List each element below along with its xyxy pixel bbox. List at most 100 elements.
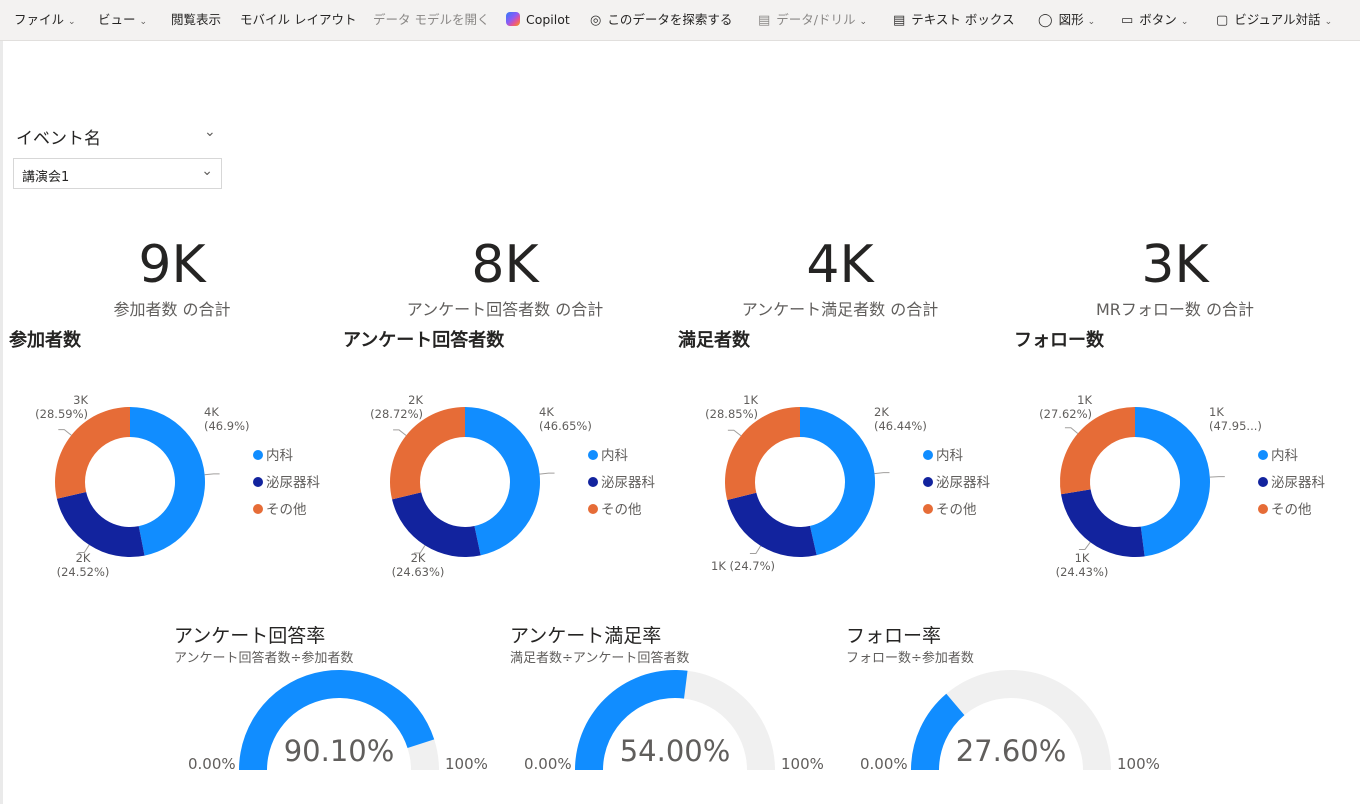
gauge-min-label: 0.00% (188, 755, 236, 773)
donut-slice-other[interactable] (390, 407, 465, 500)
donut-slice-hinyoki[interactable] (1061, 489, 1145, 557)
buttons-menu[interactable]: ▭ ボタン ⌄ (1121, 0, 1188, 40)
data-label: 2K (24.63%) (383, 551, 453, 579)
donut-slice-hinyoki[interactable] (56, 492, 145, 557)
copilot-button[interactable]: Copilot (506, 0, 570, 40)
legend-dot (1258, 450, 1268, 460)
legend-dot (923, 504, 933, 514)
donut-slice-other[interactable] (1060, 407, 1135, 495)
donut-chart-participants[interactable] (55, 407, 220, 557)
donut-slice-naika[interactable] (800, 407, 875, 556)
data-label-percent: (24.63%) (391, 565, 445, 579)
gauge-response-rate[interactable] (238, 668, 440, 772)
data-label: 1K (28.85%) (698, 393, 758, 421)
legend-item[interactable]: 内科 (923, 446, 990, 473)
canvas-left-border (0, 41, 3, 804)
open-data-model-label: データ モデルを開く (373, 12, 490, 27)
legend-item[interactable]: 泌尿器科 (253, 473, 320, 500)
legend-item[interactable]: 内科 (588, 446, 655, 473)
gauge-subtitle: フォロー数÷参加者数 (846, 651, 974, 666)
donut-slice-other[interactable] (725, 407, 800, 500)
donut-slice-hinyoki[interactable] (392, 492, 481, 557)
donut-slice-naika[interactable] (465, 407, 540, 556)
legend-item[interactable]: その他 (253, 500, 320, 527)
kpi-card-participants[interactable]: 9K 参加者数 の合計 (12, 236, 332, 320)
open-data-model-button[interactable]: データ モデルを開く (373, 0, 489, 40)
legend-item[interactable]: その他 (588, 500, 655, 527)
mobile-layout-label: モバイル レイアウト (240, 12, 357, 27)
donut-slice-other[interactable] (55, 407, 130, 499)
donut-slice-naika[interactable] (1135, 407, 1210, 557)
data-label-value: 1K (743, 393, 758, 407)
chevron-down-icon: ⌄ (1324, 17, 1333, 27)
data-label-value: 2K (75, 551, 91, 565)
slicer-title: イベント名 (16, 129, 101, 149)
kpi-card-follow[interactable]: 3K MRフォロー数 の合計 (1015, 236, 1335, 320)
gauge-satisfaction-rate[interactable] (574, 668, 776, 772)
legend-label: 内科 (936, 448, 963, 464)
gauge-subtitle: 満足者数÷アンケート回答者数 (510, 651, 690, 666)
data-label: 1K (47.95...) (1209, 405, 1262, 433)
legend-item[interactable]: 内科 (253, 446, 320, 473)
gauge-follow-rate[interactable] (910, 668, 1112, 772)
gauge-title: アンケート回答率 (174, 625, 326, 647)
legend-dot (588, 450, 598, 460)
data-label-percent: (28.59%) (35, 407, 88, 421)
data-label-value: 1K (1077, 393, 1092, 407)
legend-dot (253, 504, 263, 514)
donut-chart-follow[interactable] (1060, 407, 1225, 557)
leader-line (749, 545, 762, 554)
data-label-value: 2K (874, 405, 889, 419)
legend-label: その他 (936, 502, 977, 518)
leader-line (727, 429, 742, 437)
donut-slice-naika[interactable] (130, 407, 206, 556)
leader-line (78, 544, 90, 553)
legend-item[interactable]: 内科 (1258, 446, 1325, 473)
data-label-value: 2K (408, 393, 423, 407)
copilot-icon (506, 12, 520, 26)
reading-view-button[interactable]: 閲覧表示 (171, 0, 221, 40)
legend-label: 内科 (601, 448, 628, 464)
data-label-percent: (28.85%) (705, 407, 758, 421)
legend-dot (1258, 504, 1268, 514)
mobile-layout-button[interactable]: モバイル レイアウト (240, 0, 356, 40)
chevron-down-icon: ⌄ (1087, 17, 1096, 27)
chart-legend: 内科 泌尿器科 その他 (1258, 446, 1325, 527)
legend-item[interactable]: その他 (923, 500, 990, 527)
shapes-menu[interactable]: ◯ 図形 ⌄ (1038, 0, 1095, 40)
table-icon: ▤ (758, 13, 771, 28)
donut-chart-satisfied[interactable] (725, 407, 890, 557)
legend-item[interactable]: 泌尿器科 (923, 473, 990, 500)
data-label: 2K (46.44%) (874, 405, 927, 433)
legend-dot (923, 450, 933, 460)
donut-slice-hinyoki[interactable] (727, 492, 817, 557)
data-drill-menu[interactable]: ▤ データ/ドリル ⌄ (758, 0, 867, 40)
chevron-down-icon[interactable]: ⌄ (204, 124, 216, 140)
legend-item[interactable]: 泌尿器科 (1258, 473, 1325, 500)
textbox-label: テキスト ボックス (911, 12, 1015, 27)
event-name-dropdown[interactable]: 講演会1 ⌄ (13, 158, 222, 189)
donut-chart-respondents[interactable] (390, 407, 555, 557)
explore-data-button[interactable]: ◎ このデータを探索する (590, 0, 732, 40)
textbox-button[interactable]: ▤ テキスト ボックス (893, 0, 1015, 40)
visual-interactions-label: ビジュアル対話 (1234, 12, 1321, 27)
data-label-value: 3K (73, 393, 88, 407)
gauge-min-label: 0.00% (524, 755, 572, 773)
dropdown-selected-value: 講演会1 (22, 170, 70, 185)
menu-file[interactable]: ファイル ⌄ (14, 0, 76, 40)
data-label-percent: (46.44%) (874, 419, 927, 433)
menu-view[interactable]: ビュー ⌄ (98, 0, 147, 40)
chart-legend: 内科 泌尿器科 その他 (923, 446, 990, 527)
data-label: 4K (46.9%) (204, 405, 250, 433)
legend-dot (588, 477, 598, 487)
data-label-value: 1K (1074, 551, 1090, 565)
data-label-value: 1K (24.7%) (711, 559, 776, 573)
kpi-card-respondents[interactable]: 8K アンケート回答者数 の合計 (345, 236, 665, 320)
legend-item[interactable]: その他 (1258, 500, 1325, 527)
legend-item[interactable]: 泌尿器科 (588, 473, 655, 500)
kpi-card-satisfied[interactable]: 4K アンケート満足者数 の合計 (680, 236, 1000, 320)
visual-interactions-menu[interactable]: ▢ ビジュアル対話 ⌄ (1216, 0, 1332, 40)
chevron-down-icon: ⌄ (859, 17, 868, 27)
data-label-value: 4K (539, 405, 554, 419)
legend-dot (253, 477, 263, 487)
